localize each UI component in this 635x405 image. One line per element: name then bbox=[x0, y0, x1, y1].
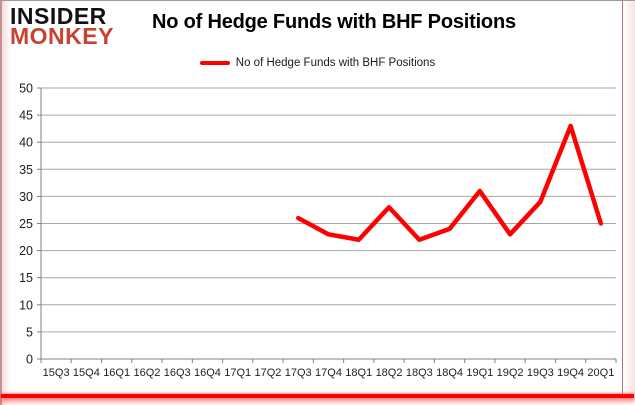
x-axis-label: 17Q3 bbox=[285, 367, 312, 379]
plot-area: 0 5 10 15 20 25 30 35 40 45 50 15Q3 15Q4 16Q1 16Q2 16Q3… bbox=[0, 78, 635, 393]
y-axis-label: 40 bbox=[19, 136, 33, 150]
line-chart-svg: 0 5 10 15 20 25 30 35 40 45 50 15Q3 15Q4 16Q1 16Q2 16Q3… bbox=[19, 82, 617, 379]
x-axis-label: 18Q3 bbox=[406, 367, 433, 379]
y-axis-label: 50 bbox=[19, 82, 33, 96]
x-axis-label: 20Q1 bbox=[587, 367, 614, 379]
x-axis-label: 15Q4 bbox=[73, 367, 100, 379]
x-axis-label: 19Q4 bbox=[557, 367, 584, 379]
chart-title: No of Hedge Funds with BHF Positions bbox=[152, 11, 516, 33]
insider-monkey-logo: INSIDER MONKEY bbox=[10, 3, 114, 50]
y-axis-label: 10 bbox=[19, 298, 33, 312]
data-series-line bbox=[295, 123, 604, 243]
x-axis-label: 17Q1 bbox=[224, 367, 251, 379]
x-axis-label: 18Q2 bbox=[376, 367, 403, 379]
y-axis-label: 15 bbox=[19, 271, 33, 285]
x-axis-label: 18Q4 bbox=[436, 367, 463, 379]
x-axis-label: 19Q2 bbox=[497, 367, 524, 379]
y-axis-label: 0 bbox=[26, 353, 33, 367]
logo-insider: INSIDER bbox=[10, 3, 107, 29]
x-axis-label: 16Q2 bbox=[133, 367, 160, 379]
y-axis-label: 20 bbox=[19, 244, 33, 258]
x-axis-label: 19Q1 bbox=[466, 367, 493, 379]
x-axis-label: 18Q1 bbox=[345, 367, 372, 379]
y-axis-label: 45 bbox=[19, 109, 33, 123]
y-axis-label: 5 bbox=[26, 325, 33, 339]
frame-bottom-red-border bbox=[1, 394, 634, 398]
y-axis-label: 35 bbox=[19, 163, 33, 177]
x-axis-label: 15Q3 bbox=[43, 367, 70, 379]
x-axis-label: 17Q4 bbox=[315, 367, 342, 379]
x-axis-label: 16Q1 bbox=[103, 367, 130, 379]
y-axis-label: 30 bbox=[19, 190, 33, 204]
x-axis-label: 16Q4 bbox=[194, 367, 221, 379]
legend-line-swatch bbox=[199, 61, 230, 65]
x-axis-label: 17Q2 bbox=[255, 367, 282, 379]
x-axis-label: 19Q3 bbox=[527, 367, 554, 379]
frame-right-glow bbox=[622, 1, 635, 394]
y-axis-label: 25 bbox=[19, 217, 33, 231]
legend: No of Hedge Funds with BHF Positions bbox=[0, 57, 635, 69]
legend-label: No of Hedge Funds with BHF Positions bbox=[235, 57, 436, 69]
logo-monkey: MONKEY bbox=[10, 23, 114, 50]
x-axis-label: 16Q3 bbox=[164, 367, 191, 379]
